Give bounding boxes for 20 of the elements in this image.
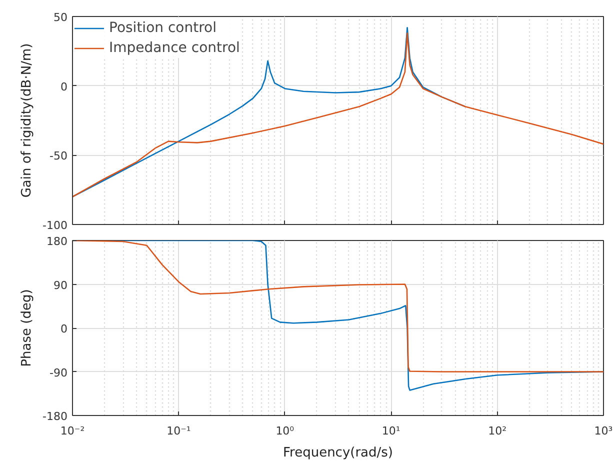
y-tick-label: 90	[54, 278, 68, 292]
y-tick-label: 180	[46, 235, 68, 248]
legend-label: Position control	[109, 20, 216, 36]
y-tick-label: 0	[60, 80, 68, 94]
x-tick-label: 10⁻²	[60, 424, 85, 438]
x-tick-label: 10¹	[382, 424, 400, 438]
y-tick-label: -90	[50, 366, 68, 380]
y-tick-label: 50	[54, 11, 68, 24]
legend-label: Impedance control	[109, 40, 240, 56]
y-axis-title: Phase (deg)	[20, 289, 35, 367]
x-tick-label: 10²	[488, 424, 507, 438]
y-tick-label: -100	[42, 219, 68, 232]
y-axis-title: Gain of rigidity(dB·N/m)	[20, 43, 35, 198]
x-axis-title: Frequency(rad/s)	[282, 446, 394, 460]
y-tick-label: -180	[42, 410, 68, 423]
y-tick-label: 0	[60, 322, 68, 336]
y-tick-label: -50	[50, 150, 68, 163]
x-tick-label: 10⁰	[276, 424, 295, 438]
x-tick-label: 10³	[594, 424, 613, 438]
x-tick-label: 10⁻¹	[166, 424, 191, 438]
